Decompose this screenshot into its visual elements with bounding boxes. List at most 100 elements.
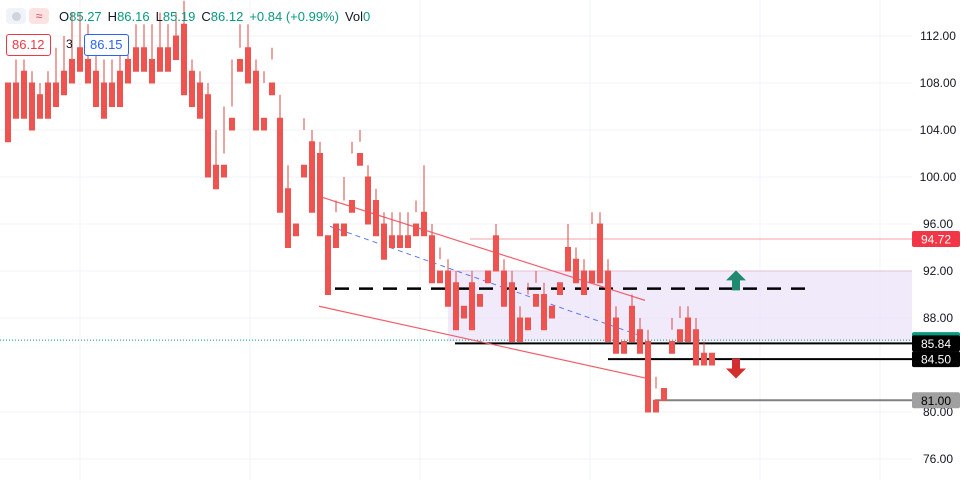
price-label-box — [912, 335, 960, 352]
candle — [157, 47, 163, 72]
y-axis-tick-label: 104.00 — [920, 123, 957, 137]
candle — [485, 270, 491, 284]
arrow-up-icon — [726, 270, 746, 291]
candle — [501, 270, 507, 307]
candle — [461, 305, 467, 319]
candle — [533, 294, 539, 307]
candle — [469, 282, 475, 331]
y-axis-tick-label: 108.00 — [920, 76, 957, 90]
price-label-box — [912, 351, 960, 368]
candle — [541, 294, 547, 331]
candle — [85, 59, 91, 84]
candle — [421, 211, 427, 237]
volume-value: 0 — [363, 8, 371, 24]
candle — [493, 235, 499, 272]
candle — [333, 223, 339, 248]
low-value: 85.19 — [162, 8, 196, 24]
price-label-box — [912, 231, 960, 248]
candle — [293, 223, 299, 237]
channel-lower — [318, 305, 651, 380]
candle — [101, 82, 107, 119]
candle — [405, 235, 411, 248]
candle — [629, 305, 635, 342]
candle — [341, 223, 347, 237]
candle — [573, 258, 579, 284]
high-label: H — [107, 8, 118, 24]
candle — [413, 223, 419, 237]
candle — [53, 82, 59, 107]
candle — [37, 94, 43, 119]
candle — [597, 223, 603, 284]
candle — [21, 70, 27, 119]
candle — [125, 59, 131, 84]
candle — [701, 352, 707, 366]
candle — [277, 117, 283, 213]
candle — [613, 317, 619, 354]
candle — [117, 70, 123, 107]
candle — [317, 153, 323, 237]
open-value: 85.27 — [69, 8, 102, 24]
candle — [637, 329, 643, 354]
price-label-box — [912, 392, 960, 409]
candle — [349, 200, 355, 213]
quantity-field[interactable]: 3 — [66, 37, 73, 51]
low-label: L — [155, 8, 163, 24]
candle — [189, 70, 195, 107]
candle — [437, 270, 443, 284]
y-axis-tick-label: 76.00 — [923, 452, 953, 466]
open-label: O — [59, 8, 70, 24]
candle — [397, 235, 403, 248]
close-value: 86.12 — [210, 8, 244, 24]
candle — [149, 59, 155, 84]
candle — [229, 117, 235, 131]
candle — [45, 82, 51, 119]
candle — [213, 164, 219, 190]
change-value: +0.84 (+0.99%) — [249, 8, 339, 24]
symbol-status-button[interactable] — [6, 8, 26, 24]
candle — [373, 200, 379, 237]
candle — [669, 341, 675, 354]
candle — [581, 270, 587, 295]
candle — [453, 282, 459, 331]
y-axis-tick-label: 112.00 — [920, 29, 956, 43]
candle — [477, 294, 483, 307]
candle — [381, 223, 387, 260]
candle — [77, 47, 83, 72]
volume-label: Vol — [344, 8, 364, 24]
arrow-down-icon — [726, 358, 746, 379]
price-label-text: 94.72 — [921, 233, 951, 247]
candle — [165, 47, 171, 72]
y-axis-tick-label: 100.00 — [920, 170, 957, 184]
candle — [653, 399, 659, 413]
candle — [325, 235, 331, 295]
candle — [61, 70, 67, 96]
candle — [5, 82, 11, 143]
high-value: 86.16 — [117, 8, 150, 24]
candle — [285, 188, 291, 248]
candle — [301, 164, 307, 178]
candle — [309, 141, 315, 213]
candle — [269, 82, 275, 96]
candle — [605, 270, 611, 342]
candle — [197, 82, 203, 119]
sell-button[interactable]: 86.12 — [6, 34, 51, 56]
candle — [245, 47, 251, 84]
candle — [517, 317, 523, 342]
y-axis-tick-label: 88.00 — [923, 311, 953, 325]
buy-button[interactable]: 86.15 — [84, 34, 129, 56]
candle — [645, 341, 651, 413]
candle — [93, 70, 99, 107]
candle — [221, 164, 227, 178]
close-label: C — [201, 8, 211, 24]
candle — [557, 282, 563, 295]
price-label-text: 81.00 — [921, 394, 951, 408]
candle — [445, 270, 451, 307]
y-axis-tick-label: 92.00 — [923, 264, 953, 278]
wave-icon[interactable]: ≈ — [29, 8, 49, 24]
candle — [181, 23, 187, 96]
candle — [621, 341, 627, 354]
status-dot-icon — [11, 11, 21, 21]
candle — [141, 47, 147, 72]
candle — [253, 70, 259, 131]
